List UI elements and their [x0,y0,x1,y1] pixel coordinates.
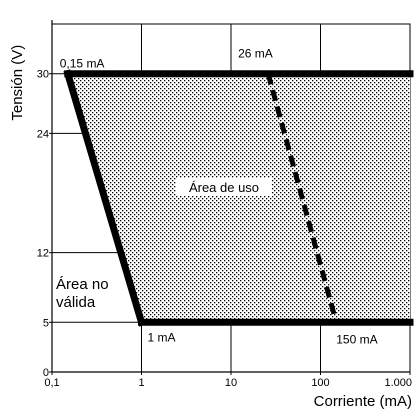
x-axis-label: Corriente (mA) [314,393,412,410]
y-tick-label: 12 [37,248,49,260]
annotation-label: 150 mA [336,332,377,346]
usage-area-label-bg [176,178,272,196]
x-tick-label: 0,1 [44,377,59,389]
boundary-lines [63,69,414,327]
x-tick-label: 10 [225,377,237,389]
y-axis-label: Tensión (V) [9,45,26,121]
slanted-boundary-line [63,69,146,327]
invalid-area-label: válida [56,294,96,311]
y-tick-label: 24 [37,128,49,140]
y-tick-label: 5 [43,317,49,329]
invalid-area-label: Área no [56,276,109,293]
annotations: 0,15 mA 26 mA 1 mA 150 mA Área de uso Área no… [56,47,378,347]
y-tick-label: 0 [43,367,49,379]
tick-labels: 0,1 1 10 100 1.000 0 5 12 24 30 [37,69,412,389]
x-tick-label: 1 [138,377,144,389]
usage-area-fill [67,73,411,323]
usage-area-label: Área de uso [189,180,259,195]
annotation-label: 0,15 mA [60,57,105,71]
x-tick-label: 100 [311,377,329,389]
usage-area-region [67,73,411,323]
annotation-label: 26 mA [238,47,273,61]
x-tick-label: 1.000 [384,377,412,389]
annotation-label: 1 mA [148,330,176,344]
y-tick-label: 30 [37,69,49,81]
dashed-limit-line [265,73,339,323]
